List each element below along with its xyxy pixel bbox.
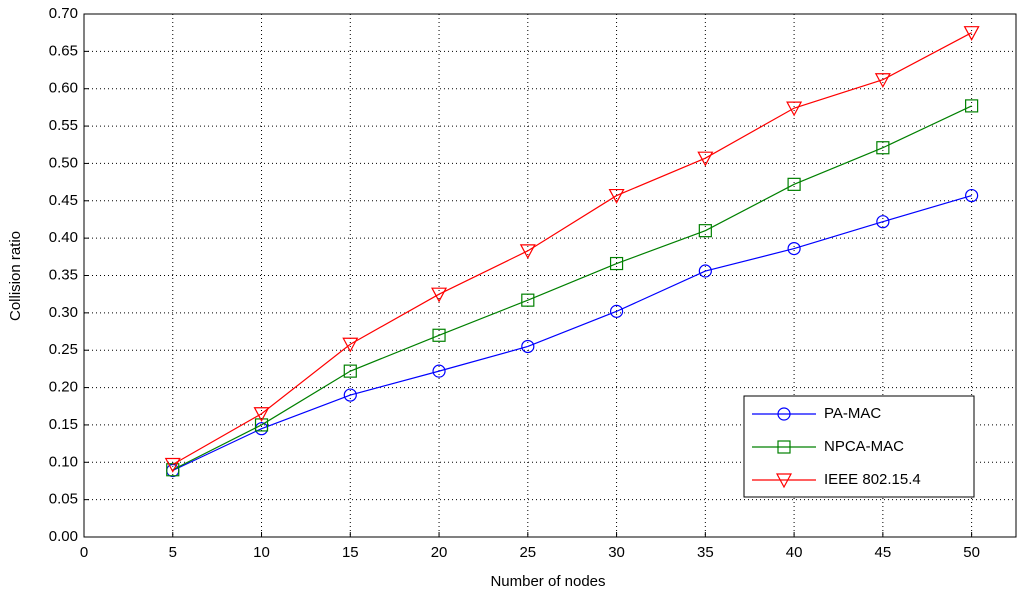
data-point xyxy=(697,151,714,167)
y-tick-label: 0.05 xyxy=(49,491,78,508)
x-tick-label: 10 xyxy=(253,544,270,561)
x-tick-label: 25 xyxy=(519,544,536,561)
data-point xyxy=(609,256,624,271)
data-point xyxy=(343,388,357,402)
data-point xyxy=(519,244,536,260)
data-point xyxy=(787,242,801,256)
data-point xyxy=(343,364,357,378)
y-tick-label: 0.10 xyxy=(49,453,78,470)
y-axis-label: Collision ratio xyxy=(7,231,24,321)
data-point xyxy=(166,463,180,477)
data-point xyxy=(164,457,181,473)
data-point xyxy=(608,188,625,204)
x-tick-label: 45 xyxy=(875,544,892,561)
y-tick-label: 0.20 xyxy=(49,379,78,396)
data-point xyxy=(521,293,535,307)
y-tick-label: 0.30 xyxy=(49,304,78,321)
data-point xyxy=(965,188,979,203)
x-tick-label: 0 xyxy=(80,544,88,561)
y-tick-label: 0.65 xyxy=(49,42,78,59)
series-line xyxy=(172,105,972,471)
legend-marker xyxy=(777,407,791,421)
data-point xyxy=(786,101,803,117)
y-tick-label: 0.70 xyxy=(49,5,78,22)
y-tick-label: 0.45 xyxy=(49,192,78,209)
x-tick-label: 5 xyxy=(169,544,177,561)
data-point xyxy=(698,224,712,238)
x-tick-label: 15 xyxy=(342,544,359,561)
data-point xyxy=(521,339,535,354)
x-axis-label: Number of nodes xyxy=(490,573,605,590)
y-tick-label: 0.25 xyxy=(49,341,78,358)
x-tick-label: 35 xyxy=(697,544,714,561)
data-point xyxy=(965,99,979,113)
legend-label: PA-MAC xyxy=(824,405,881,422)
x-tick-label: 40 xyxy=(786,544,803,561)
y-tick-label: 0.40 xyxy=(49,229,78,246)
y-tick-label: 0.60 xyxy=(49,80,78,97)
y-tick-label: 0.35 xyxy=(49,266,78,283)
data-point xyxy=(787,177,801,191)
data-point xyxy=(432,328,446,342)
legend-label: IEEE 802.15.4 xyxy=(824,471,921,488)
y-tick-label: 0.00 xyxy=(49,528,78,545)
data-point xyxy=(254,418,269,432)
legend-label: NPCA-MAC xyxy=(824,438,904,455)
legend-marker xyxy=(775,473,793,489)
x-tick-label: 20 xyxy=(431,544,448,561)
data-point xyxy=(253,407,270,422)
x-tick-label: 50 xyxy=(963,544,980,561)
plot-frame xyxy=(83,13,1017,538)
data-point xyxy=(431,287,448,303)
data-point xyxy=(432,364,446,378)
data-point xyxy=(963,26,980,41)
data-point xyxy=(874,73,891,89)
x-tick-label: 30 xyxy=(608,544,625,561)
y-tick-label: 0.55 xyxy=(49,117,78,134)
data-point xyxy=(876,141,890,155)
legend-marker xyxy=(777,440,791,454)
data-point xyxy=(342,337,359,353)
data-point xyxy=(698,264,712,278)
y-tick-label: 0.15 xyxy=(49,416,78,433)
y-tick-label: 0.50 xyxy=(49,154,78,171)
data-point xyxy=(876,215,890,229)
series-line xyxy=(172,194,972,472)
data-point xyxy=(609,304,624,318)
series-line xyxy=(172,32,972,466)
